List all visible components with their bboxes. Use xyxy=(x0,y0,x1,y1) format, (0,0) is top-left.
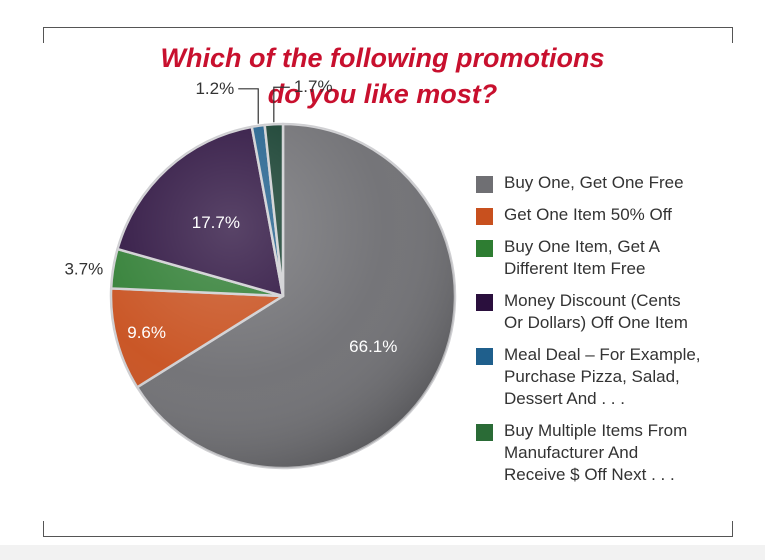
legend-label-different-item-free-line-2: Different Item Free xyxy=(504,259,646,278)
frame-bottom-line xyxy=(43,536,733,537)
chart-title-line-1: Which of the following promotions xyxy=(160,43,605,73)
legend-swatch-meal-deal xyxy=(476,348,493,365)
legend-item-meal-deal: Meal Deal – For Example, Purchase Pizza, … xyxy=(476,344,756,410)
leader-line-manufacturer-multi-buy xyxy=(273,86,290,123)
frame-top-line xyxy=(43,27,733,28)
legend-swatch-manufacturer-multi-buy xyxy=(476,424,493,441)
legend-swatch-different-item-free xyxy=(476,240,493,257)
legend-label-manufacturer-multi-buy-line-1: Buy Multiple Items From xyxy=(504,421,688,440)
legend-label-meal-deal-line-1: Meal Deal – For Example, xyxy=(504,345,701,364)
frame-top-left-tick xyxy=(43,27,44,43)
slice-label-buy-one-get-one: 66.1% xyxy=(349,337,397,356)
legend-label-fifty-percent-off-line-1: Get One Item 50% Off xyxy=(504,205,672,224)
page-bottom-strip xyxy=(0,545,765,560)
slice-label-meal-deal: 1.2% xyxy=(195,79,234,98)
legend-item-buy-one-get-one: Buy One, Get One Free xyxy=(476,172,756,194)
frame-bottom-right-tick xyxy=(732,521,733,537)
frame-top-right-tick xyxy=(732,27,733,43)
slice-label-different-item-free: 3.7% xyxy=(64,260,103,279)
chart-title: Which of the following promotions do you… xyxy=(0,40,765,112)
legend-label-meal-deal-line-3: Dessert And . . . xyxy=(504,389,625,408)
slice-label-manufacturer-multi-buy: 1.7% xyxy=(294,77,333,96)
legend-label-meal-deal-line-2: Purchase Pizza, Salad, xyxy=(504,367,680,386)
legend-label-manufacturer-multi-buy-line-3: Receive $ Off Next . . . xyxy=(504,465,675,484)
legend-item-manufacturer-multi-buy: Buy Multiple Items From Manufacturer And R… xyxy=(476,420,756,486)
legend-label-buy-one-get-one-line-1: Buy One, Get One Free xyxy=(504,173,684,192)
legend-item-different-item-free: Buy One Item, Get A Different Item Free xyxy=(476,236,756,280)
legend-label-money-discount-line-1: Money Discount (Cents xyxy=(504,291,681,310)
chart-title-line-2: do you like most? xyxy=(267,79,498,109)
frame-bottom-left-tick xyxy=(43,521,44,537)
legend-swatch-money-discount xyxy=(476,294,493,311)
legend-item-money-discount: Money Discount (Cents Or Dollars) Off One… xyxy=(476,290,756,334)
legend-swatch-fifty-percent-off xyxy=(476,208,493,225)
slice-label-fifty-percent-off: 9.6% xyxy=(127,323,166,342)
legend-label-money-discount-line-2: Or Dollars) Off One Item xyxy=(504,313,688,332)
legend-item-fifty-percent-off: Get One Item 50% Off xyxy=(476,204,756,226)
legend-label-different-item-free-line-1: Buy One Item, Get A xyxy=(504,237,660,256)
leader-line-meal-deal xyxy=(238,88,259,124)
legend-label-manufacturer-multi-buy-line-2: Manufacturer And xyxy=(504,443,639,462)
slice-label-money-discount: 17.7% xyxy=(192,213,240,232)
chart-legend: Buy One, Get One Free Get One Item 50% Of… xyxy=(476,172,756,486)
legend-swatch-buy-one-get-one xyxy=(476,176,493,193)
